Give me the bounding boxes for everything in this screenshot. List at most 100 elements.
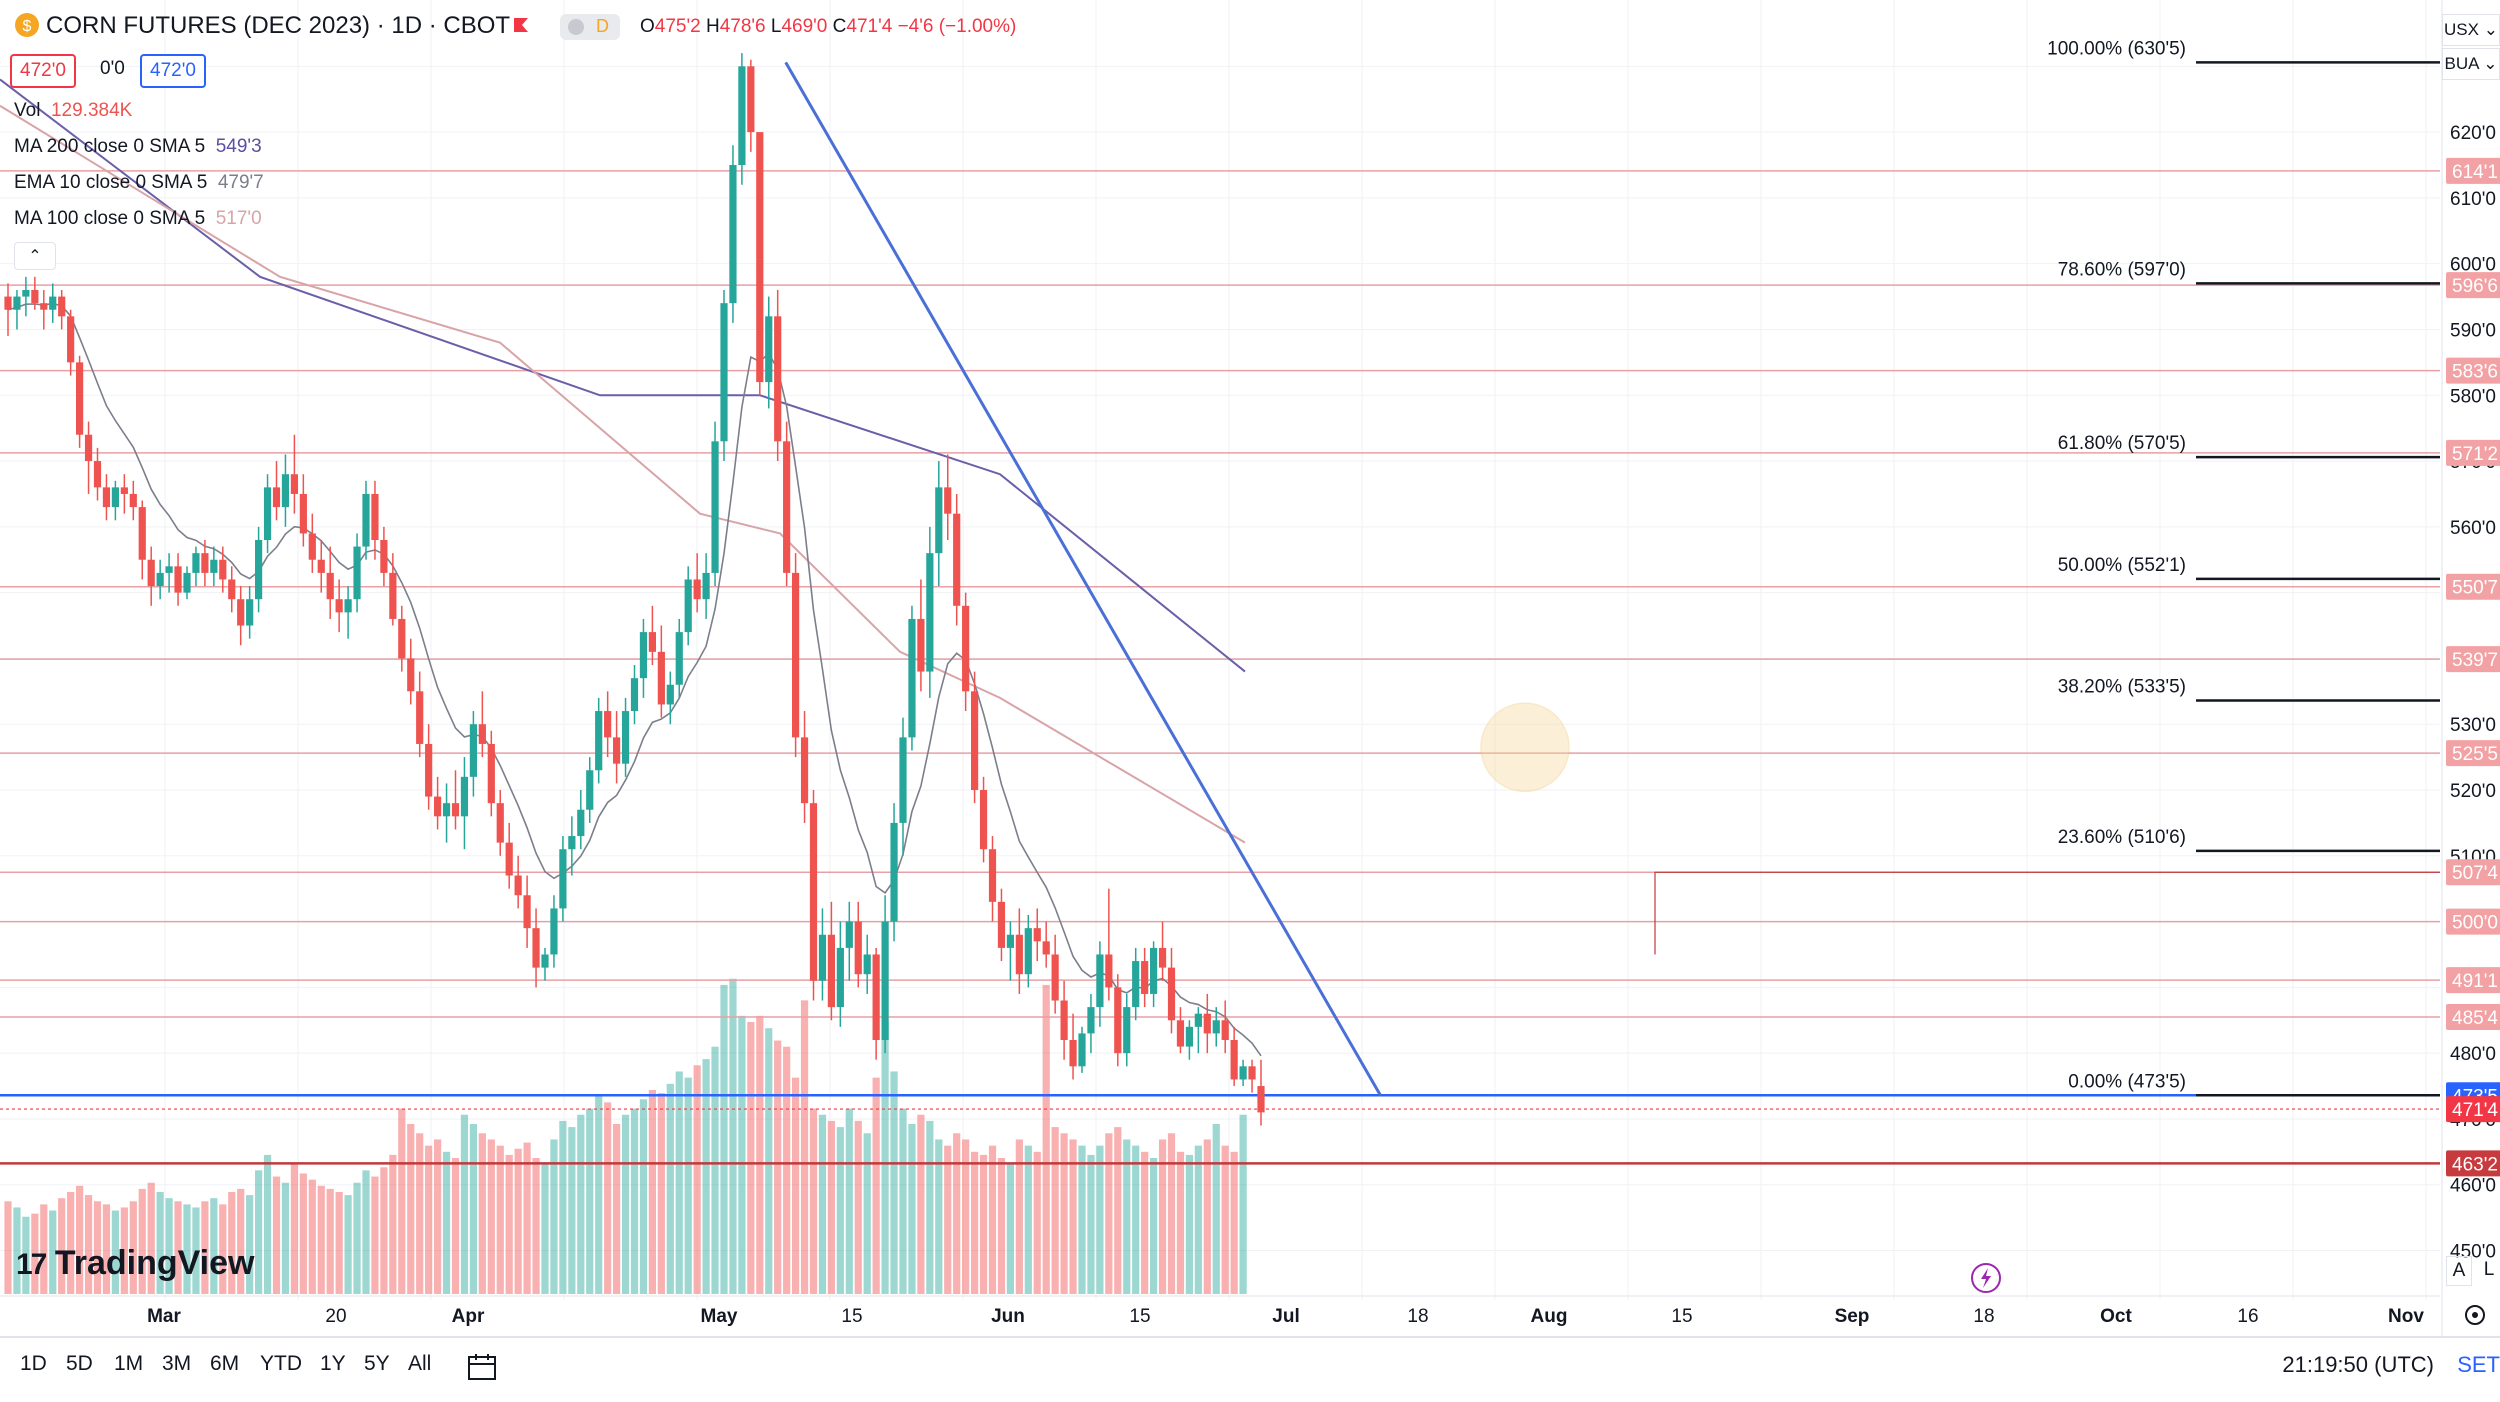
tf-5d[interactable]: 5D: [66, 1352, 93, 1375]
volume-bar: [487, 1139, 495, 1294]
tf-ytd[interactable]: YTD: [260, 1352, 302, 1375]
utc-clock[interactable]: 21:19:50 (UTC): [2282, 1352, 2434, 1377]
candle: [577, 790, 585, 850]
candle: [380, 526, 388, 587]
candle: [451, 770, 460, 830]
volume-bar: [174, 1201, 182, 1294]
volume-bar: [58, 1198, 66, 1294]
buy-price-button[interactable]: 472'0: [140, 54, 206, 88]
volume-bar: [1096, 1145, 1104, 1294]
tf-6m[interactable]: 6M: [210, 1352, 240, 1375]
legend-ma100[interactable]: MA 100 close 0 SMA 5 517'0: [14, 208, 262, 229]
candle-body: [326, 572, 334, 600]
candle: [460, 757, 469, 850]
candle: [299, 474, 307, 547]
candle-body: [756, 132, 764, 383]
volume-bar: [138, 1188, 146, 1294]
candle: [120, 474, 128, 514]
volume-bar: [684, 1077, 692, 1294]
candle: [648, 605, 656, 665]
candle: [1167, 947, 1176, 1034]
volume-bar: [818, 1114, 827, 1294]
candle: [621, 697, 630, 777]
candle: [559, 836, 567, 922]
volume-bar: [451, 1158, 460, 1294]
volume-bar: [1158, 1139, 1167, 1294]
legend-ema10[interactable]: EMA 10 close 0 SMA 5 479'7: [14, 172, 264, 193]
symbol-title[interactable]: CORN FUTURES (DEC 2023) · 1D · CBOT: [46, 12, 511, 39]
tf-all[interactable]: All: [408, 1352, 432, 1375]
candle-body: [568, 836, 576, 850]
candle: [398, 605, 406, 672]
settings-link[interactable]: SET: [2457, 1352, 2500, 1377]
flag-icon[interactable]: [510, 14, 532, 36]
volume-bar: [263, 1154, 272, 1294]
candle: [774, 290, 782, 462]
candle-body: [67, 316, 75, 363]
collapse-legend-button[interactable]: ⌃: [14, 242, 56, 270]
tradingview-logo[interactable]: 17 TradingView: [16, 1244, 255, 1282]
candle-body: [1015, 934, 1023, 975]
candle: [1105, 888, 1113, 1001]
fib-level-label: 100.00% (630'5): [2047, 38, 2186, 59]
volume-bar: [657, 1093, 665, 1294]
data-status-pill[interactable]: D: [560, 14, 620, 40]
candle-body: [451, 803, 460, 817]
candle-body: [675, 632, 683, 685]
candle-body: [1167, 967, 1176, 1021]
candle-body: [845, 921, 853, 948]
gear-icon[interactable]: [2460, 1300, 2490, 1330]
candle: [290, 434, 298, 514]
calendar-icon[interactable]: [466, 1352, 500, 1382]
auto-scale-button[interactable]: A: [2446, 1256, 2472, 1286]
volume-bar: [156, 1192, 164, 1294]
candle: [442, 783, 451, 843]
legend-ma200[interactable]: MA 200 close 0 SMA 5 549'3: [14, 136, 262, 157]
volume-bar: [1042, 984, 1050, 1294]
candle: [1015, 908, 1023, 994]
candle-body: [783, 441, 791, 573]
time-tick-label: Jun: [991, 1306, 1025, 1327]
tf-3m[interactable]: 3M: [162, 1352, 192, 1375]
candle: [407, 638, 415, 705]
volume-bar: [4, 1201, 12, 1294]
candle: [1132, 947, 1140, 1021]
candle: [505, 822, 513, 889]
volume-bar: [255, 1170, 263, 1294]
candle: [469, 711, 477, 797]
volume-bar: [84, 1195, 93, 1294]
candle-body: [147, 559, 155, 587]
candle-body: [1158, 947, 1167, 968]
price-chart[interactable]: 100.00% (630'5) 78.60% (597'0) 61.80% (570…: [0, 0, 2500, 1336]
candle: [174, 553, 182, 606]
time-tick-label: Jul: [1272, 1306, 1299, 1327]
tf-1y[interactable]: 1Y: [320, 1352, 346, 1375]
volume-bar: [317, 1185, 325, 1294]
fib-retracement: 100.00% (630'5) 78.60% (597'0) 61.80% (570…: [2047, 38, 2440, 1097]
candle: [1051, 934, 1059, 1014]
tf-1d[interactable]: 1D: [20, 1352, 47, 1375]
tf-1m[interactable]: 1M: [114, 1352, 144, 1375]
candle-body: [899, 737, 907, 823]
sell-price-button[interactable]: 472'0: [10, 54, 76, 88]
volume-bar: [31, 1213, 39, 1294]
time-tick-label: Mar: [147, 1306, 181, 1327]
lightning-icon[interactable]: [1970, 1262, 2002, 1294]
price-tick-label: 450'0: [2450, 1242, 2496, 1263]
candle: [1114, 974, 1122, 1067]
currency-button[interactable]: USX ⌄: [2442, 14, 2500, 46]
log-scale-button[interactable]: L: [2483, 1259, 2495, 1280]
tf-5y[interactable]: 5Y: [364, 1352, 390, 1375]
legend-volume[interactable]: Vol 129.384K: [14, 100, 133, 121]
candle: [532, 908, 540, 988]
volume-bar: [1087, 1154, 1095, 1294]
unit-button[interactable]: BUA ⌄: [2442, 48, 2500, 80]
volume-bar: [988, 1145, 997, 1294]
candles: [4, 53, 1265, 1126]
ohlc-readout: O475'2 H478'6 L469'0 C471'4 −4'6 (−1.00%…: [640, 16, 1017, 37]
volume-bar: [1203, 1139, 1211, 1294]
candle: [272, 461, 281, 521]
volume-bar: [1069, 1139, 1077, 1294]
candle: [76, 355, 84, 448]
candle-body: [1051, 954, 1059, 1001]
